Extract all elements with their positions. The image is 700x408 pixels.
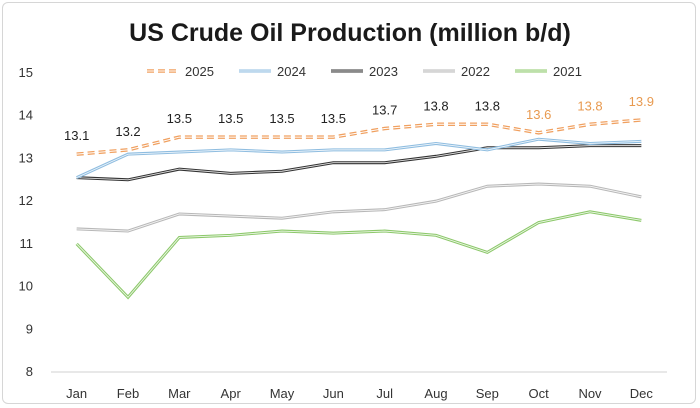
data-label-2025: 13.5 bbox=[269, 111, 294, 126]
data-label-2025: 13.5 bbox=[218, 111, 243, 126]
series-line-2021 bbox=[75, 210, 642, 300]
series-line-2022 bbox=[76, 182, 642, 233]
x-tick-label: Jan bbox=[66, 386, 87, 401]
legend-item-2025: 2025 bbox=[147, 64, 214, 79]
data-label-2025: 13.5 bbox=[167, 111, 192, 126]
series-line-2025-inner bbox=[76, 119, 642, 155]
data-label-2025: 13.5 bbox=[321, 111, 346, 126]
x-tick-label: Aug bbox=[424, 386, 447, 401]
x-tick-label: Nov bbox=[578, 386, 602, 401]
x-tick-label: May bbox=[270, 386, 295, 401]
legend-label: 2022 bbox=[461, 64, 490, 79]
series-line-2024-inner bbox=[76, 138, 642, 179]
data-label-2025: 13.8 bbox=[577, 98, 602, 113]
data-label-2025: 13.2 bbox=[115, 124, 140, 139]
chart-card: US Crude Oil Production (million b/d) 20… bbox=[2, 2, 696, 404]
x-tick-label: Sep bbox=[476, 386, 499, 401]
legend-label: 2023 bbox=[369, 64, 398, 79]
x-tick-label: Mar bbox=[168, 386, 191, 401]
legend-item-2023: 2023 bbox=[331, 64, 398, 79]
y-tick-label: 8 bbox=[26, 364, 33, 379]
legend: 2025 2024 2023 2022 2021 bbox=[147, 64, 582, 79]
y-tick-label: 14 bbox=[19, 108, 33, 123]
legend-item-2024: 2024 bbox=[239, 64, 306, 79]
x-axis: Jan Feb Mar Apr May Jun Jul Aug Sep Oct Nov Dec bbox=[51, 371, 667, 401]
data-label-2025: 13.9 bbox=[629, 94, 654, 109]
data-label-2025: 13.8 bbox=[475, 98, 500, 113]
data-label-2025: 13.7 bbox=[372, 103, 397, 118]
y-tick-label: 15 bbox=[19, 65, 33, 80]
x-tick-label: Apr bbox=[221, 386, 242, 401]
series-lines bbox=[75, 118, 642, 300]
legend-label: 2024 bbox=[277, 64, 306, 79]
y-tick-label: 13 bbox=[19, 150, 33, 165]
x-tick-label: Feb bbox=[117, 386, 139, 401]
x-tick-label: Dec bbox=[630, 386, 654, 401]
chart-title: US Crude Oil Production (million b/d) bbox=[129, 19, 571, 47]
data-label-2025: 13.8 bbox=[423, 98, 448, 113]
data-label-2025: 13.6 bbox=[526, 107, 551, 122]
y-axis: 8 9 10 11 12 13 14 15 bbox=[19, 65, 33, 379]
data-label-2025: 13.1 bbox=[64, 128, 89, 143]
y-tick-label: 9 bbox=[26, 321, 33, 336]
legend-label: 2025 bbox=[185, 64, 214, 79]
x-tick-label: Jul bbox=[376, 386, 393, 401]
x-tick-label: Jun bbox=[323, 386, 344, 401]
legend-label: 2021 bbox=[553, 64, 582, 79]
legend-item-2021: 2021 bbox=[515, 64, 582, 79]
y-tick-label: 10 bbox=[19, 279, 33, 294]
x-tick-label: Oct bbox=[529, 386, 550, 401]
series-line-2023-inner bbox=[76, 145, 642, 181]
y-tick-label: 12 bbox=[19, 193, 33, 208]
series-line-2021-inner bbox=[76, 211, 642, 298]
series-line-2022-inner bbox=[76, 183, 642, 232]
line-chart: US Crude Oil Production (million b/d) 20… bbox=[19, 19, 667, 401]
y-tick-label: 11 bbox=[20, 236, 34, 251]
data-labels: 13.1 13.2 13.5 13.5 13.5 13.5 13.7 13.8 13.8 13.6… bbox=[64, 94, 654, 143]
legend-item-2022: 2022 bbox=[423, 64, 490, 79]
